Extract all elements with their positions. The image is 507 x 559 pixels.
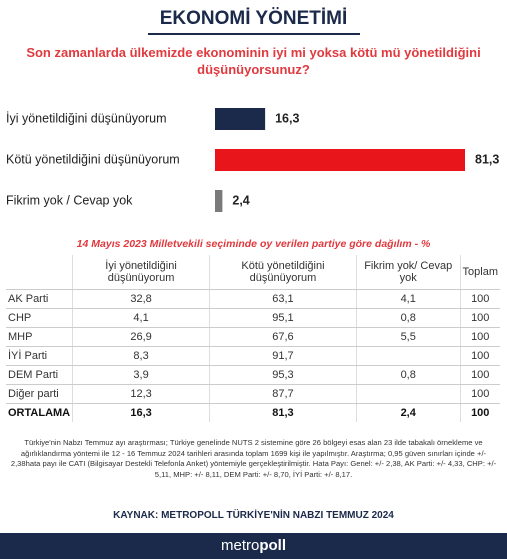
- table-cell: 100: [459, 327, 500, 347]
- title: EKONOMİ YÖNETİMİ: [159, 8, 348, 29]
- table-cell: MHP: [6, 327, 73, 347]
- source: KAYNAK: METROPOLL TÜRKİYE'NİN NABZI TEMM…: [113, 510, 394, 521]
- table-cell: 4,1: [355, 289, 460, 309]
- table-row: İYİ Parti 8,3 91,7 100: [6, 346, 500, 366]
- table-cell: 0,8: [355, 365, 460, 385]
- bar: [215, 149, 465, 171]
- question: Son zamanlarda ülkemizde ekonominin iyi …: [26, 45, 481, 77]
- category-label: Kötü yönetildiğini düşünüyorum: [6, 152, 180, 166]
- table-cell: ORTALAMA: [8, 407, 71, 419]
- logo-bold: poll: [259, 537, 286, 554]
- table-cell: 32,8: [72, 289, 210, 309]
- table-cell: 100: [459, 289, 500, 309]
- table-cell: CHP: [6, 308, 73, 328]
- table-cell: 100: [459, 384, 500, 404]
- table-cell: AK Parti: [6, 289, 73, 309]
- value-label: 16,3: [275, 111, 299, 125]
- table-row: ORTALAMA 16,3 81,3 2,4 100: [6, 403, 500, 422]
- table-cell: 8,3: [72, 346, 210, 366]
- category-label: İyi yönetildiğini düşünüyorum: [6, 111, 167, 125]
- bar: [215, 190, 223, 212]
- table-cell: 95,3: [208, 365, 357, 385]
- table-cell: 100: [459, 403, 500, 422]
- bar-chart: İyi yönetildiğini düşünüyorum 16,3 Kötü yö…: [6, 108, 499, 212]
- table-cell: [6, 255, 73, 290]
- table: İyi yönetildiğini düşünüyorum Kötü yöneti…: [6, 255, 500, 422]
- title-underline: [148, 33, 360, 35]
- table-cell: [355, 384, 460, 404]
- table-row: DEM Parti 3,9 95,3 0,8 100: [6, 365, 500, 385]
- table-cell: 0,8: [355, 308, 460, 328]
- table-row: AK Parti 32,8 63,1 4,1 100: [6, 289, 500, 309]
- table-cell: 3,9: [72, 365, 210, 385]
- table-cell: 67,6: [208, 327, 357, 347]
- table-cell: 95,1: [208, 308, 357, 328]
- table-cell: İyi yönetildiğini düşünüyorum: [72, 255, 210, 290]
- table-row: Diğer parti 12,3 87,7 100: [6, 384, 500, 404]
- table-title: 14 Mayıs 2023 Milletvekili seçiminde oy …: [76, 238, 431, 250]
- logo-light: metro: [220, 537, 260, 554]
- footer: metropoll: [0, 533, 507, 559]
- table-cell: 63,1: [208, 289, 357, 309]
- value-label: 2,4: [232, 193, 249, 207]
- table-cell: Fikrim yok/ Cevap yok: [355, 255, 460, 290]
- table-cell: 87,7: [208, 384, 357, 404]
- table-cell: 100: [459, 308, 500, 328]
- table-cell: Toplam: [459, 255, 500, 290]
- table-row: MHP 26,9 67,6 5,5 100: [6, 327, 500, 347]
- table-cell: Diğer parti: [6, 384, 73, 404]
- table-cell: 5,5: [355, 327, 460, 347]
- table-cell: 4,1: [72, 308, 210, 328]
- table-cell: İYİ Parti: [6, 346, 73, 366]
- table-row: CHP 4,1 95,1 0,8 100: [6, 308, 500, 328]
- table-cell: 2,4: [355, 403, 460, 422]
- category-label: Fikrim yok / Cevap yok: [6, 193, 133, 207]
- table-row: İyi yönetildiğini düşünüyorum Kötü yöneti…: [6, 255, 500, 290]
- table-cell: 12,3: [72, 384, 210, 404]
- table-cell: 100: [459, 346, 500, 366]
- table-cell: 26,9: [72, 327, 210, 347]
- table-cell: 100: [459, 365, 500, 385]
- table-cell: DEM Parti: [6, 365, 73, 385]
- table-cell: 16,3: [72, 403, 210, 422]
- method-note: Türkiye'nin Nabzı Temmuz ayı araştırması…: [10, 438, 497, 479]
- table-cell: [355, 346, 460, 366]
- table-cell: 81,3: [208, 403, 357, 422]
- table-cell: 91,7: [208, 346, 357, 366]
- table-cell: Kötü yönetildiğini düşünüyorum: [208, 255, 357, 290]
- bar: [215, 108, 266, 130]
- value-label: 81,3: [475, 152, 499, 166]
